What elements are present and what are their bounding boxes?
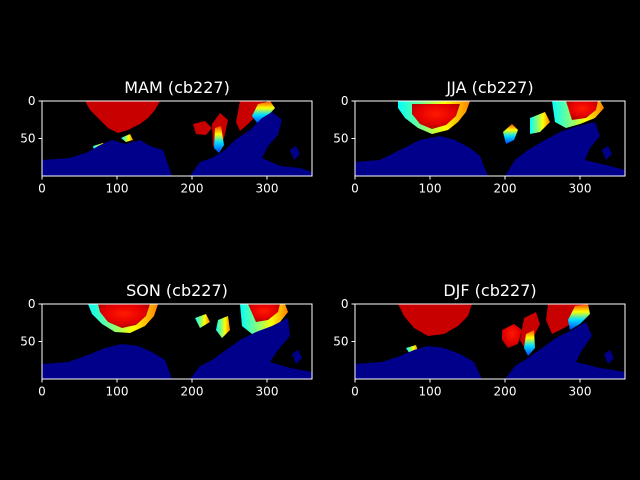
y-axis: 0 50 [333, 297, 355, 349]
field-region-edge [503, 124, 518, 144]
x-tick-label: 100 [106, 385, 129, 399]
y-tick-label: 0 [341, 94, 349, 108]
x-tick-label: 0 [38, 385, 46, 399]
field-region-red [566, 101, 598, 120]
field-region-edge [568, 304, 590, 330]
x-tick-label: 100 [419, 182, 442, 196]
panel-djf: DJF (cb227) 0 100 200 300 0 50 [333, 281, 626, 399]
field-region-blue [355, 346, 482, 379]
y-tick-label: 0 [28, 297, 36, 311]
x-tick-label: 100 [106, 182, 129, 196]
y-axis: 0 50 [20, 297, 42, 349]
x-axis: 0 100 200 300 [38, 379, 278, 399]
panel-mam: MAM (cb227) 0 100 200 300 0 50 [20, 78, 313, 196]
field-region-edge [214, 126, 224, 153]
field-region-edge [195, 314, 210, 328]
field-region-red [398, 304, 472, 336]
heatmap-field [42, 304, 312, 379]
field-region-red [98, 304, 150, 328]
x-tick-label: 0 [38, 182, 46, 196]
field-region-edge [121, 134, 133, 142]
y-axis: 0 50 [20, 94, 42, 146]
field-region-red [520, 312, 540, 350]
heatmap-field [355, 304, 625, 379]
field-region-red [248, 304, 280, 322]
panel-title: DJF (cb227) [443, 281, 536, 300]
panel-title: SON (cb227) [126, 281, 228, 300]
x-axis: 0 100 200 300 [351, 379, 591, 399]
panel-son: SON (cb227) 0 100 200 300 0 50 [20, 281, 313, 399]
field-region-edge [216, 316, 230, 338]
field-region-blue [190, 112, 312, 176]
x-tick-label: 300 [256, 182, 279, 196]
y-tick-label: 50 [333, 335, 348, 349]
x-tick-label: 300 [569, 385, 592, 399]
x-tick-label: 100 [419, 385, 442, 399]
field-region-edge [530, 112, 550, 134]
x-tick-label: 200 [181, 385, 204, 399]
panel-title: JJA (cb227) [445, 78, 533, 97]
y-axis: 0 50 [333, 94, 355, 146]
field-region-blue [190, 318, 312, 379]
y-tick-label: 0 [341, 297, 349, 311]
field-region-blue [505, 122, 625, 176]
field-region-red [502, 324, 522, 348]
field-region-blue [292, 350, 302, 364]
field-region-edge [252, 101, 275, 124]
field-region-red [412, 104, 460, 129]
x-tick-label: 0 [351, 182, 359, 196]
field-region-red [85, 101, 160, 133]
y-tick-label: 0 [28, 94, 36, 108]
field-region-blue [42, 140, 172, 176]
x-tick-label: 300 [569, 182, 592, 196]
field-region-blue [290, 146, 300, 160]
x-axis: 0 100 200 300 [351, 176, 591, 196]
field-region-blue [604, 350, 614, 364]
field-region-edge [524, 330, 535, 356]
x-tick-label: 300 [256, 385, 279, 399]
panel-jja: JJA (cb227) 0 100 200 300 0 50 [333, 78, 626, 196]
x-tick-label: 200 [494, 385, 517, 399]
y-tick-label: 50 [20, 335, 35, 349]
field-region-blue [505, 322, 625, 379]
x-tick-label: 200 [494, 182, 517, 196]
x-tick-label: 0 [351, 385, 359, 399]
field-region-blue [42, 344, 172, 379]
field-region-blue [602, 146, 612, 160]
field-region-blue [355, 136, 488, 176]
y-tick-label: 50 [20, 132, 35, 146]
y-tick-label: 50 [333, 132, 348, 146]
panel-title: MAM (cb227) [124, 78, 230, 97]
field-region-red [193, 121, 212, 135]
x-axis: 0 100 200 300 [38, 176, 278, 196]
heatmap-field [355, 101, 625, 176]
heatmap-field [42, 101, 312, 176]
x-tick-label: 200 [181, 182, 204, 196]
